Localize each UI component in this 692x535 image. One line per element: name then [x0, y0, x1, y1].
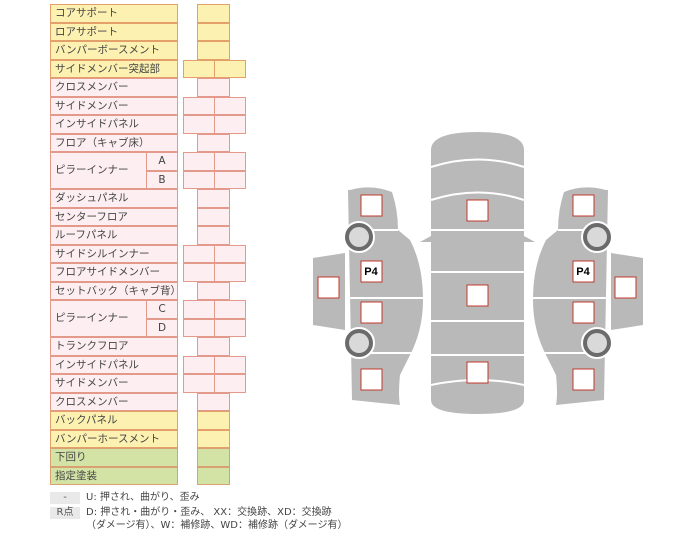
- rating-cell[interactable]: [214, 59, 246, 78]
- rating-cell[interactable]: [197, 429, 230, 448]
- rating-cell[interactable]: [197, 133, 230, 152]
- rating-cell[interactable]: [197, 337, 230, 356]
- row-label: コアサポート: [50, 4, 178, 23]
- damage-marker-box[interactable]: [360, 194, 383, 217]
- rating-cell[interactable]: [197, 281, 230, 300]
- row-label: ダッシュパネル: [50, 189, 178, 208]
- rating-cell[interactable]: [197, 392, 230, 411]
- damage-marker-box[interactable]: [317, 276, 340, 299]
- row-label: サイドメンバー突起部: [50, 59, 178, 78]
- rating-cell[interactable]: [197, 4, 230, 23]
- rating-cell[interactable]: [214, 244, 246, 263]
- damage-marker-box[interactable]: [572, 260, 595, 283]
- row-sublabel: D: [146, 318, 178, 337]
- row-label: サイドシルインナー: [50, 244, 178, 263]
- damage-marker-box[interactable]: [572, 368, 595, 391]
- row-label: ピラーインナー: [50, 152, 147, 189]
- damage-marker-box[interactable]: [360, 368, 383, 391]
- rating-cell[interactable]: [214, 170, 246, 189]
- damage-marker-box[interactable]: [614, 276, 637, 299]
- rating-cell[interactable]: [214, 355, 246, 374]
- row-label: フロアサイドメンバー: [50, 263, 178, 282]
- car-left-side-body: [348, 187, 423, 405]
- damage-marker-box[interactable]: [572, 194, 595, 217]
- car-right-side-body: [533, 187, 608, 405]
- left-marker-label: P4: [364, 266, 378, 278]
- wheels: [343, 221, 613, 359]
- rating-cell[interactable]: [214, 115, 246, 134]
- rating-cell[interactable]: [197, 207, 230, 226]
- row-label: バンパーボースメント: [50, 41, 178, 60]
- row-label: インサイドパネル: [50, 355, 178, 374]
- row-label: バンパーホースメント: [50, 429, 178, 448]
- rating-cell[interactable]: [197, 22, 230, 41]
- row-sublabel: C: [146, 300, 178, 319]
- rating-cell[interactable]: [197, 448, 230, 467]
- rating-cell[interactable]: [214, 96, 246, 115]
- row-label: ピラーインナー: [50, 300, 147, 337]
- rating-cell[interactable]: [214, 263, 246, 282]
- rating-cell[interactable]: [197, 411, 230, 430]
- damage-marker-box[interactable]: [360, 260, 383, 283]
- damage-marker-box[interactable]: [466, 361, 489, 384]
- row-label: ルーフパネル: [50, 226, 178, 245]
- row-label: バックパネル: [50, 411, 178, 430]
- row-label: 下回り: [50, 448, 178, 467]
- rating-cell[interactable]: [197, 226, 230, 245]
- legend-text-d-cont: （ダメージ有）、W：補修跡、WD：補修跡（ダメージ有）: [86, 520, 348, 531]
- row-sublabel: A: [146, 152, 178, 171]
- rating-cell[interactable]: [197, 78, 230, 97]
- row-label: 指定塗装: [50, 466, 178, 485]
- rating-cell[interactable]: [214, 300, 246, 319]
- rating-cell[interactable]: [214, 318, 246, 337]
- rating-cell[interactable]: [197, 466, 230, 485]
- row-label: クロスメンバー: [50, 78, 178, 97]
- rating-cell[interactable]: [214, 152, 246, 171]
- row-label: インサイドパネル: [50, 115, 178, 134]
- rating-cell[interactable]: [197, 41, 230, 60]
- legend-text-u: U: 押され、曲がり、歪み: [86, 492, 200, 503]
- damage-marker-box[interactable]: [466, 199, 489, 222]
- rating-cell[interactable]: [214, 374, 246, 393]
- row-sublabel: B: [146, 170, 178, 189]
- legend-key-r: R点: [50, 507, 80, 519]
- row-label: ロアサポート: [50, 22, 178, 41]
- row-label: フロア（キャブ床）: [50, 133, 178, 152]
- row-label: センターフロア: [50, 207, 178, 226]
- row-label: トランクフロア: [50, 337, 178, 356]
- damage-marker-box[interactable]: [360, 301, 383, 324]
- row-label: サイドメンバー: [50, 96, 178, 115]
- row-label: セットバック（キャブ背）: [50, 281, 178, 300]
- row-label: サイドメンバー: [50, 374, 178, 393]
- damage-marker-box[interactable]: [572, 301, 595, 324]
- damage-marker-box[interactable]: [466, 284, 489, 307]
- legend-text-d: D: 押され・曲がり・歪み、 XX：交換跡、XD：交換跡: [86, 507, 332, 518]
- legend-key-dash: -: [50, 492, 80, 504]
- row-label: クロスメンバー: [50, 392, 178, 411]
- rating-cell[interactable]: [197, 189, 230, 208]
- right-marker-label: P4: [576, 266, 590, 278]
